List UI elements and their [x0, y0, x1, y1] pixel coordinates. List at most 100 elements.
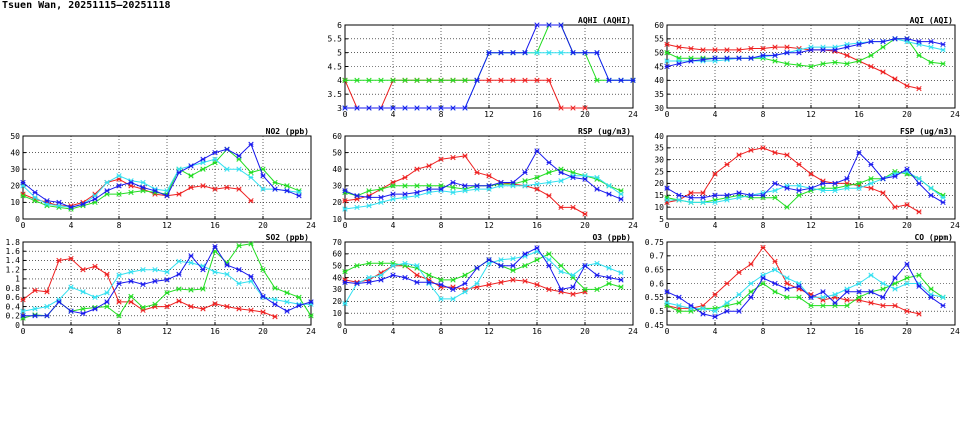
data-point-red — [522, 77, 528, 83]
data-point-green — [248, 169, 254, 176]
data-point-blue — [546, 263, 552, 269]
x-tick-label: 4 — [391, 327, 396, 336]
series-line-green — [22, 148, 300, 210]
data-point-red — [200, 306, 206, 312]
data-point-green — [450, 184, 456, 191]
data-point-red — [570, 105, 576, 111]
data-point-red — [736, 269, 742, 276]
data-point-red — [498, 77, 504, 83]
data-point-blue — [880, 38, 886, 45]
data-point-blue — [68, 204, 74, 211]
data-point-cyan — [676, 197, 682, 203]
x-tick-label: 24 — [950, 327, 960, 336]
data-point-cyan — [736, 195, 742, 201]
data-point-cyan — [546, 50, 552, 56]
data-point-blue — [760, 275, 766, 281]
x-tick-label: 0 — [343, 221, 348, 230]
data-point-green — [248, 241, 254, 247]
x-tick-label: 8 — [439, 221, 444, 230]
data-point-green — [116, 313, 122, 319]
data-point-red — [116, 299, 122, 305]
data-point-green — [844, 61, 850, 67]
data-point-green — [546, 251, 552, 257]
data-point-blue — [486, 183, 492, 189]
data-point-blue — [20, 313, 26, 319]
data-point-blue — [904, 36, 910, 42]
data-point-blue — [558, 169, 564, 176]
y-tick-label: 30 — [10, 165, 20, 174]
y-tick-label: 1 — [15, 275, 20, 284]
x-tick-label: 12 — [484, 327, 494, 336]
x-tick-label: 4 — [713, 110, 718, 119]
y-tick-label: 0.5 — [650, 307, 665, 316]
chart-title: SO2 (ppb) — [266, 233, 309, 242]
series-line-red — [22, 258, 276, 318]
data-point-cyan — [844, 185, 850, 191]
data-point-green — [20, 315, 26, 321]
series-line-blue — [22, 143, 300, 208]
y-tick-label: 30 — [332, 182, 342, 191]
y-tick-label: 60 — [654, 21, 664, 30]
data-point-red — [212, 301, 218, 307]
data-point-cyan — [342, 301, 348, 307]
data-point-blue — [390, 191, 396, 197]
data-point-blue — [188, 163, 194, 169]
data-point-cyan — [212, 156, 218, 162]
data-point-blue — [224, 262, 230, 268]
data-point-blue — [366, 194, 372, 201]
data-point-green — [426, 77, 432, 83]
data-point-green — [748, 289, 754, 295]
data-point-blue — [56, 199, 62, 206]
data-point-cyan — [80, 289, 86, 295]
data-point-blue — [296, 193, 302, 199]
data-point-blue — [176, 271, 182, 277]
data-point-blue — [892, 275, 898, 281]
data-point-blue — [856, 289, 862, 295]
x-tick-label: 0 — [21, 221, 26, 230]
data-point-blue — [342, 279, 348, 285]
data-point-blue — [928, 192, 934, 198]
y-tick-label: 25 — [654, 167, 664, 176]
data-point-green — [366, 260, 372, 266]
series-line-red — [666, 246, 920, 315]
data-point-blue — [808, 294, 814, 300]
data-point-green — [916, 272, 922, 278]
y-tick-label: 0.55 — [645, 293, 664, 302]
data-point-red — [700, 47, 706, 53]
data-point-red — [342, 198, 348, 204]
data-point-red — [748, 261, 754, 267]
data-point-green — [510, 267, 516, 274]
data-point-cyan — [928, 44, 934, 50]
y-tick-label: 50 — [332, 262, 342, 271]
data-point-blue — [868, 289, 874, 295]
data-point-green — [594, 77, 600, 83]
data-point-green — [534, 257, 540, 263]
data-point-red — [558, 204, 564, 211]
data-point-blue — [486, 257, 492, 263]
data-point-blue — [546, 159, 552, 166]
data-point-blue — [784, 185, 790, 191]
series-line-cyan — [666, 269, 944, 312]
data-point-blue — [402, 274, 408, 281]
y-tick-label: 0.45 — [645, 321, 664, 330]
data-point-blue — [928, 38, 934, 45]
data-point-red — [200, 183, 206, 189]
x-tick-label: 24 — [628, 221, 638, 230]
data-point-cyan — [892, 286, 898, 292]
data-point-red — [486, 77, 492, 83]
data-point-red — [808, 171, 814, 177]
data-point-cyan — [618, 270, 624, 276]
data-point-blue — [80, 310, 86, 317]
data-point-green — [200, 166, 206, 172]
data-point-blue — [272, 301, 278, 307]
series-line-red — [344, 155, 586, 215]
x-tick-label: 24 — [306, 327, 316, 336]
x-tick-label: 16 — [854, 327, 864, 336]
y-tick-label: 20 — [654, 179, 664, 188]
data-point-red — [248, 307, 254, 313]
data-point-red — [904, 83, 910, 89]
data-point-cyan — [438, 296, 444, 302]
data-point-cyan — [450, 296, 456, 302]
data-point-red — [462, 153, 468, 159]
data-point-red — [868, 300, 874, 306]
